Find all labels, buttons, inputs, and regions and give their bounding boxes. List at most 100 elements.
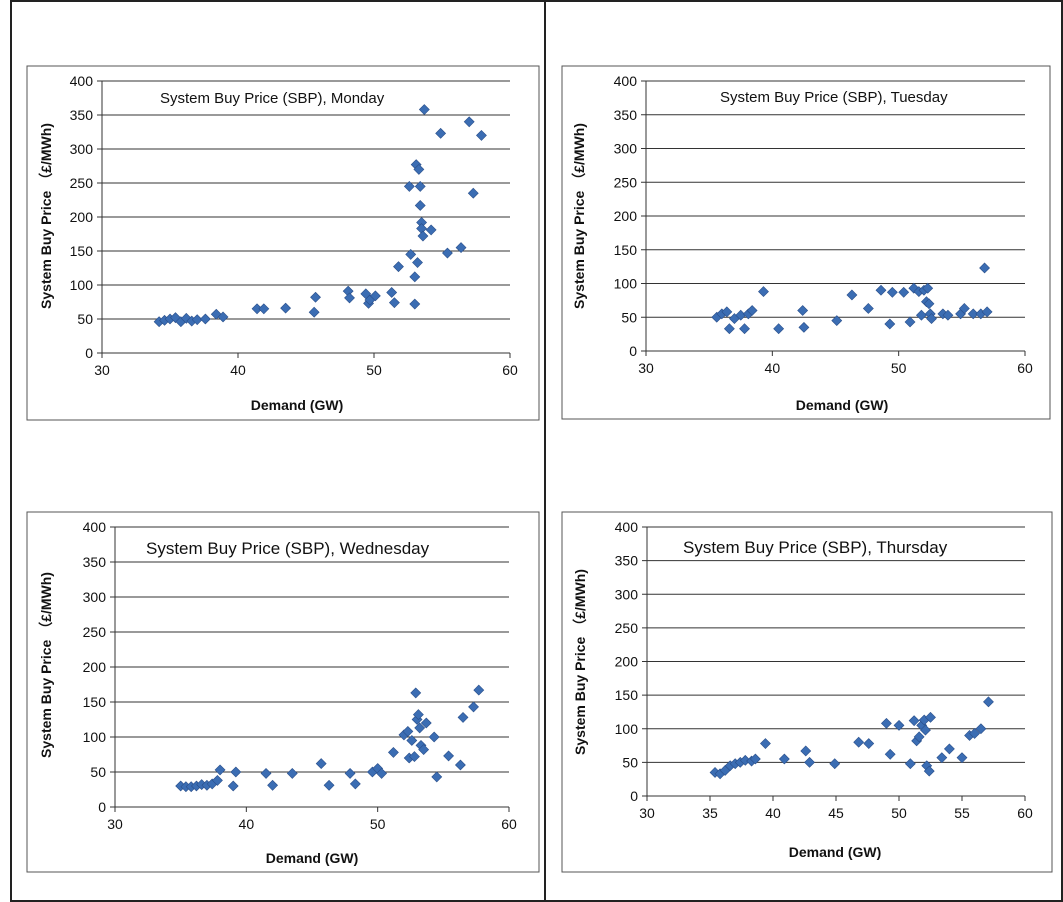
data-point (473, 684, 485, 696)
data-point (476, 129, 487, 141)
y-axis-label: System Buy Price （£/MWh) (38, 123, 54, 309)
data-point (454, 759, 466, 771)
data-point (393, 261, 404, 273)
data-point (412, 709, 424, 721)
data-point (402, 725, 414, 737)
chart-box (26, 511, 540, 873)
data-point (212, 774, 223, 786)
data-point (386, 287, 398, 298)
chart-box (26, 65, 540, 421)
data-point (884, 748, 896, 760)
x-tick-label: 55 (954, 805, 970, 821)
x-tick-label: 60 (501, 816, 517, 832)
y-tick-label: 350 (615, 553, 639, 569)
chart-monday: 0 50 100 150 200 250 300 350 400 30 40 50 60 System … (26, 65, 540, 421)
data-point (908, 282, 920, 294)
data-point (260, 767, 272, 779)
data-point (267, 779, 279, 791)
data-point (286, 767, 298, 779)
data-point (191, 314, 203, 326)
data-point (798, 321, 810, 333)
y-tick-label: 50 (77, 311, 93, 327)
data-point (443, 750, 455, 762)
x-axis-label: Demand (GW) (251, 397, 344, 413)
data-point (758, 286, 769, 298)
x-tick-label: 40 (765, 805, 781, 821)
y-tick-label: 350 (70, 107, 94, 123)
data-point (418, 744, 430, 756)
y-tick-label: 400 (83, 519, 107, 535)
y-axis-label: System Buy Price （£/MWh) (38, 572, 54, 758)
data-point (463, 116, 475, 128)
data-point (923, 765, 935, 777)
data-point (831, 315, 843, 327)
y-tick-label: 0 (630, 788, 638, 804)
x-tick-label: 50 (366, 362, 382, 378)
data-point (804, 756, 815, 768)
y-tick-label: 250 (70, 175, 94, 191)
data-point (846, 289, 858, 301)
y-tick-label: 300 (614, 141, 638, 157)
y-tick-label: 300 (70, 141, 94, 157)
data-point (913, 731, 925, 743)
data-point (323, 779, 335, 791)
x-tick-label: 40 (765, 360, 781, 376)
x-tick-label: 30 (94, 362, 110, 378)
data-point (904, 316, 916, 328)
data-point (457, 711, 469, 723)
x-tick-label: 40 (239, 816, 255, 832)
data-point (749, 753, 761, 765)
data-point (983, 696, 994, 708)
data-point (739, 323, 750, 335)
data-point (227, 780, 239, 792)
data-point (778, 753, 790, 765)
data-point (435, 127, 447, 139)
x-tick-label: 50 (891, 360, 907, 376)
y-tick-label: 0 (629, 343, 637, 359)
y-tick-label: 50 (90, 764, 106, 780)
y-tick-label: 300 (615, 586, 639, 602)
data-point (942, 309, 954, 321)
chart-thursday: 0 50 100 150 200 250 300 350 400 30 35 40 45 50 55 60 S… (561, 511, 1053, 873)
data-point (413, 163, 425, 175)
data-point (926, 313, 937, 325)
data-point (956, 752, 968, 764)
data-point (409, 751, 420, 763)
data-point (853, 736, 865, 748)
data-point (403, 180, 415, 192)
data-point (969, 728, 981, 739)
x-tick-label: 45 (828, 805, 844, 821)
data-point (442, 247, 453, 259)
y-tick-label: 350 (83, 554, 107, 570)
data-point (428, 731, 440, 743)
y-tick-label: 100 (614, 276, 638, 292)
y-tick-label: 0 (98, 799, 106, 815)
x-tick-label: 35 (702, 805, 718, 821)
data-point (230, 766, 242, 778)
chart-title: System Buy Price (SBP), Monday (160, 90, 385, 107)
y-tick-label: 400 (70, 73, 94, 89)
data-point (875, 284, 887, 296)
y-tick-label: 150 (615, 687, 639, 703)
x-tick-label: 50 (370, 816, 386, 832)
x-axis-label: Demand (GW) (789, 844, 882, 860)
data-point (417, 230, 429, 242)
data-point (412, 257, 423, 268)
data-point (908, 715, 920, 727)
data-point (975, 723, 987, 735)
data-point (310, 291, 321, 303)
data-point (936, 752, 948, 764)
data-point (893, 719, 905, 731)
data-point (467, 187, 479, 199)
data-point (344, 292, 355, 304)
y-tick-label: 50 (621, 309, 637, 325)
y-tick-label: 200 (615, 654, 639, 670)
data-point (315, 758, 327, 770)
data-point (898, 286, 910, 298)
data-point (431, 771, 443, 783)
data-point (967, 308, 979, 320)
data-point (388, 297, 400, 309)
x-tick-label: 60 (1017, 805, 1033, 821)
data-point (369, 290, 381, 302)
data-point (344, 767, 356, 779)
